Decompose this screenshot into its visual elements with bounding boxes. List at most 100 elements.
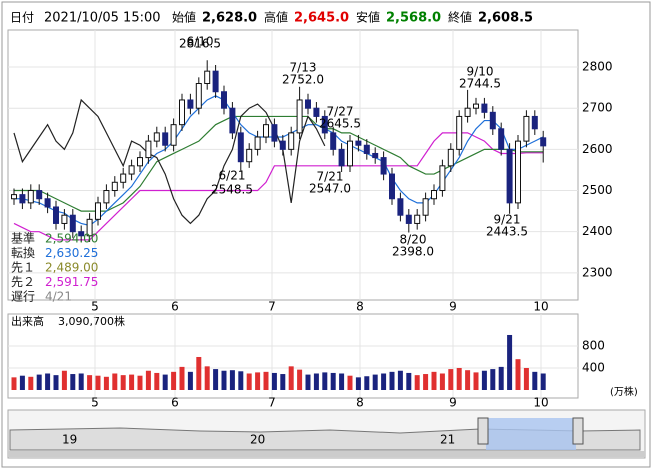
navigator-handle-left[interactable] bbox=[477, 417, 489, 445]
volume-bar bbox=[414, 375, 420, 390]
legend-name: 先１ bbox=[11, 261, 35, 275]
volume-bar bbox=[364, 376, 370, 390]
volume-bar bbox=[423, 374, 429, 390]
volume-bar bbox=[213, 369, 219, 390]
y-tick-label: 2800 bbox=[582, 60, 613, 74]
legend-value: 2,591.75 bbox=[45, 275, 98, 289]
candle-body bbox=[473, 103, 479, 109]
y-tick-label: 2300 bbox=[582, 265, 613, 279]
candle-body bbox=[27, 190, 34, 204]
candle-body bbox=[53, 206, 59, 224]
volume-bar bbox=[28, 376, 34, 390]
candle-body bbox=[153, 132, 160, 142]
volume-bar bbox=[498, 366, 504, 390]
candle-body bbox=[162, 132, 169, 146]
candle-body bbox=[103, 190, 110, 204]
volume-bar bbox=[204, 366, 210, 390]
volume-bar bbox=[221, 370, 227, 390]
annotation-price: 2547.0 bbox=[309, 182, 351, 196]
navigator-label: 20 bbox=[250, 433, 265, 447]
candle-body bbox=[19, 194, 26, 204]
candle-body bbox=[44, 198, 51, 208]
candle-body bbox=[363, 144, 370, 154]
navigator-label: 19 bbox=[62, 433, 77, 447]
volume-bar bbox=[322, 372, 328, 390]
volume-bar bbox=[154, 372, 160, 390]
annotation-date: 6/10 bbox=[187, 35, 214, 49]
annotation-price: 2398.0 bbox=[392, 245, 434, 259]
candle-body bbox=[271, 124, 278, 142]
candle-body bbox=[321, 115, 328, 134]
volume-bar bbox=[431, 371, 437, 390]
annotation-date: 8/20 bbox=[400, 233, 427, 247]
volume-bar bbox=[171, 371, 177, 390]
x-tick-label: 6 bbox=[171, 300, 179, 314]
volume-bar bbox=[162, 374, 168, 390]
candle-body bbox=[296, 99, 303, 134]
volume-bar bbox=[238, 371, 244, 390]
candle-body bbox=[263, 124, 269, 138]
navigator-window[interactable] bbox=[486, 418, 576, 450]
candle-body bbox=[229, 107, 236, 134]
candle-body bbox=[338, 148, 345, 167]
navigator-label: 21 bbox=[440, 433, 455, 447]
x-tick-label: 8 bbox=[356, 396, 364, 410]
x-tick-label: 5 bbox=[91, 396, 99, 410]
volume-bar bbox=[355, 377, 361, 390]
open-label: 始値 bbox=[172, 10, 196, 25]
candle-body bbox=[515, 140, 521, 204]
y-tick-label: 2700 bbox=[582, 101, 613, 115]
candle-body bbox=[288, 132, 295, 150]
legend-name: 転換 bbox=[11, 246, 35, 260]
volume-bar bbox=[297, 369, 303, 390]
x-tick-label: 9 bbox=[449, 300, 457, 314]
volume-bar bbox=[456, 367, 462, 390]
legend-name: 遅行 bbox=[11, 290, 35, 304]
candle-body bbox=[531, 115, 538, 130]
candle-body bbox=[431, 190, 437, 200]
volume-bar bbox=[120, 375, 126, 390]
candle-body bbox=[439, 165, 446, 192]
volume-bar bbox=[465, 370, 471, 390]
volume-bar bbox=[36, 374, 42, 390]
volume-bar bbox=[112, 373, 118, 390]
volume-tick-label: 400 bbox=[582, 360, 605, 374]
annotation-price: 2443.5 bbox=[486, 225, 528, 239]
candle-body bbox=[414, 214, 421, 224]
x-tick-label: 10 bbox=[533, 396, 548, 410]
candle-body bbox=[11, 194, 17, 200]
annotation-date: 7/13 bbox=[290, 61, 317, 75]
scrollbar[interactable] bbox=[8, 451, 645, 457]
candle-body bbox=[36, 190, 43, 200]
candle-body bbox=[279, 140, 286, 150]
volume-bar bbox=[103, 376, 109, 390]
candle-body bbox=[195, 83, 202, 109]
volume-title: 出来高 bbox=[11, 314, 44, 328]
candle-body bbox=[237, 132, 244, 163]
volume-bar bbox=[145, 370, 151, 390]
candle-body bbox=[145, 140, 152, 159]
volume-bar bbox=[129, 374, 135, 390]
volume-bar bbox=[11, 377, 17, 390]
volume-bar bbox=[179, 366, 185, 390]
volume-bar bbox=[372, 374, 378, 390]
annotation-date: 7/27 bbox=[327, 105, 354, 119]
price-panel bbox=[7, 29, 579, 301]
candle-body bbox=[86, 218, 93, 237]
volume-bar bbox=[507, 334, 513, 390]
annotation-price: 2548.5 bbox=[211, 183, 253, 197]
candle-body bbox=[355, 140, 362, 146]
volume-bar bbox=[305, 374, 311, 390]
candle-body bbox=[456, 115, 463, 150]
navigator-handle-right[interactable] bbox=[572, 417, 584, 445]
legend-value: 4/21 bbox=[45, 290, 72, 304]
candle-body bbox=[137, 157, 143, 167]
volume-bar bbox=[45, 373, 51, 390]
candle-body bbox=[389, 173, 395, 200]
x-tick-label: 7 bbox=[268, 300, 276, 314]
close: 2,608.5 bbox=[478, 11, 533, 26]
high: 2,645.0 bbox=[294, 11, 349, 26]
volume-bar bbox=[95, 375, 101, 390]
candle-body bbox=[313, 107, 320, 117]
